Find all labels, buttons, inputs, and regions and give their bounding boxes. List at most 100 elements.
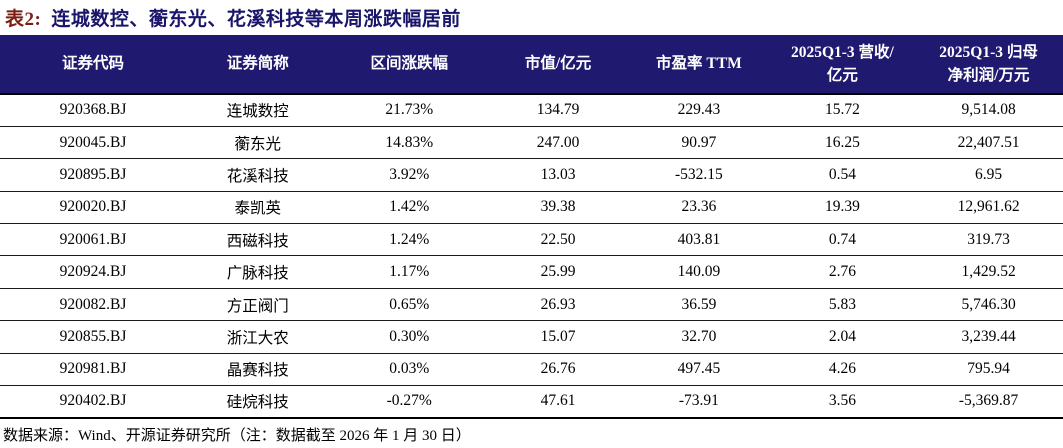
- column-header-line: 2025Q1-3 归母: [939, 43, 1038, 61]
- table-cell: 5.83: [828, 295, 856, 313]
- table-cell: 0.30%: [389, 327, 430, 345]
- table-row: 920082.BJ 方正阀门 0.65% 26.93 36.59 5.83 5,746.30: [0, 288, 1063, 320]
- table-cell: 3,239.44: [961, 327, 1016, 345]
- table-cell: 920020.BJ: [59, 198, 127, 216]
- table-cell: 23.36: [681, 198, 717, 216]
- table-cell: 47.61: [540, 392, 576, 410]
- table-cell: 15.72: [824, 101, 860, 119]
- column-header: 证券简称: [186, 35, 330, 94]
- table-cell: 26.93: [540, 295, 576, 313]
- table-cell: 22,407.51: [957, 133, 1020, 151]
- table-cell: 920924.BJ: [59, 263, 127, 281]
- table-cell: 方正阀门: [226, 297, 289, 315]
- table-cell: 6.95: [975, 165, 1003, 183]
- table-row: 920045.BJ 蘅东光 14.83% 247.00 90.97 16.25 22,407…: [0, 126, 1063, 158]
- stock-performance-table: 证券代码 证券简称 区间涨跌幅 市值/亿元 市盈率 TTM 2025Q1-3 营收/亿元 2…: [0, 35, 1063, 419]
- table-cell: 5,746.30: [961, 295, 1016, 313]
- table-cell: 13.03: [540, 165, 576, 183]
- column-header: 2025Q1-3 归母 净利润/万元: [914, 35, 1063, 94]
- table-cell: 134.79: [536, 101, 580, 119]
- table-cell: 蘅东光: [234, 135, 282, 153]
- table-cell: 广脉科技: [226, 265, 289, 283]
- table-cell: 1.24%: [389, 230, 430, 248]
- table-cell: 920061.BJ: [59, 230, 127, 248]
- table-cell: 32.70: [681, 327, 717, 345]
- table-cell: 4.26: [828, 360, 856, 378]
- table-cell: 319.73: [967, 230, 1010, 248]
- table-cell: 36.59: [681, 295, 717, 313]
- table-row: 920402.BJ 硅烷科技 -0.27% 47.61 -73.91 3.56 -5,369…: [0, 385, 1063, 418]
- table-cell: 泰凯英: [234, 200, 282, 218]
- table-cell: 247.00: [536, 133, 580, 151]
- table-cell: 39.38: [540, 198, 576, 216]
- table-cell: 3.92%: [389, 165, 430, 183]
- column-header-line: 市值/亿元: [524, 55, 592, 73]
- table-cell: 3.56: [828, 392, 856, 410]
- table-cell: 9,514.08: [961, 101, 1016, 119]
- table-row: 920924.BJ 广脉科技 1.17% 25.99 140.09 2.76 1,429.5…: [0, 255, 1063, 288]
- table-cell: 连城数控: [226, 103, 289, 121]
- table-cell: 0.74: [828, 230, 856, 248]
- table-cell: 2.04: [828, 327, 856, 345]
- table-row: 920368.BJ 连城数控 21.73% 134.79 229.43 15.72 9,51…: [0, 94, 1063, 126]
- column-header-line: 2025Q1-3 营收/: [790, 43, 894, 61]
- column-header-line: 净利润/万元: [947, 67, 1030, 84]
- table-row: 920061.BJ 西磁科技 1.24% 22.50 403.81 0.74 319.73: [0, 223, 1063, 256]
- table-cell: 16.25: [824, 133, 860, 151]
- column-header: 证券代码: [0, 35, 186, 94]
- table-cell: 920855.BJ: [59, 327, 127, 345]
- table-cell: 硅烷科技: [226, 394, 289, 412]
- table-cell: 12,961.62: [957, 198, 1020, 216]
- table-body: 920368.BJ 连城数控 21.73% 134.79 229.43 15.72 9,51…: [0, 94, 1063, 418]
- table-cell: 920082.BJ: [59, 295, 127, 313]
- table-cell: 229.43: [677, 101, 721, 119]
- table-cell: 浙江大农: [226, 329, 289, 347]
- table-row: 920895.BJ 花溪科技 3.92% 13.03 -532.15 0.54 6.95: [0, 158, 1063, 191]
- table-cell: 403.81: [677, 230, 721, 248]
- table-cell: 920402.BJ: [59, 392, 127, 410]
- table-cell: 晶赛科技: [226, 362, 289, 380]
- page-title: 连城数控、蘅东光、花溪科技等本周涨跌幅居前: [51, 9, 461, 30]
- table-cell: 795.94: [967, 360, 1010, 378]
- table-cell: 花溪科技: [226, 167, 289, 185]
- table-cell: 1.17%: [389, 263, 430, 281]
- table-cell: -73.91: [678, 392, 719, 410]
- table-cell: -0.27%: [386, 392, 432, 410]
- table-cell: 140.09: [677, 263, 721, 281]
- column-header: 市盈率 TTM: [627, 35, 771, 94]
- source-note: 数据来源：Wind、开源证券研究所（注：数据截至 2026 年 1 月 30 日…: [3, 427, 471, 444]
- column-header-line: 证券简称: [226, 55, 289, 73]
- table-cell: 15.07: [540, 327, 576, 345]
- table-row: 920981.BJ 晶赛科技 0.03% 26.76 497.45 4.26 795.94: [0, 353, 1063, 385]
- table-number-label: 表2:: [5, 9, 42, 30]
- header-row: 证券代码 证券简称 区间涨跌幅 市值/亿元 市盈率 TTM 2025Q1-3 营收/亿元 2…: [0, 35, 1063, 94]
- table-cell: 25.99: [540, 263, 576, 281]
- table-cell: 26.76: [540, 360, 576, 378]
- table-cell: 497.45: [677, 360, 721, 378]
- table-cell: 2.76: [828, 263, 856, 281]
- table-cell: 1.42%: [389, 198, 430, 216]
- table-cell: 0.03%: [389, 360, 430, 378]
- column-header: 2025Q1-3 营收/亿元: [771, 35, 915, 94]
- table-row: 920020.BJ 泰凯英 1.42% 39.38 23.36 19.39 12,961.6…: [0, 191, 1063, 223]
- table-cell: 920981.BJ: [59, 360, 127, 378]
- column-header: 区间涨跌幅: [330, 35, 489, 94]
- table-cell: 0.54: [828, 165, 856, 183]
- table-cell: 920368.BJ: [59, 101, 127, 119]
- table-cell: 90.97: [681, 133, 717, 151]
- table-row: 920855.BJ 浙江大农 0.30% 15.07 32.70 2.04 3,239.44: [0, 320, 1063, 353]
- table-caption: 表2: 连城数控、蘅东光、花溪科技等本周涨跌幅居前: [0, 0, 1063, 35]
- column-header-line: 市盈率 TTM: [656, 55, 742, 73]
- table-cell: 22.50: [540, 230, 576, 248]
- column-header: 市值/亿元: [489, 35, 627, 94]
- column-header-line: 区间涨跌幅: [370, 55, 448, 73]
- table-cell: 920045.BJ: [59, 133, 127, 151]
- column-header-line: 证券代码: [62, 55, 125, 73]
- table-cell: 0.65%: [389, 295, 430, 313]
- table-cell: 14.83%: [385, 133, 434, 151]
- table-cell: -532.15: [674, 165, 723, 183]
- table-cell: -5,369.87: [958, 392, 1019, 410]
- column-header-line: 亿元: [826, 67, 858, 84]
- table-header: 证券代码 证券简称 区间涨跌幅 市值/亿元 市盈率 TTM 2025Q1-3 营收/亿元 2…: [0, 35, 1063, 94]
